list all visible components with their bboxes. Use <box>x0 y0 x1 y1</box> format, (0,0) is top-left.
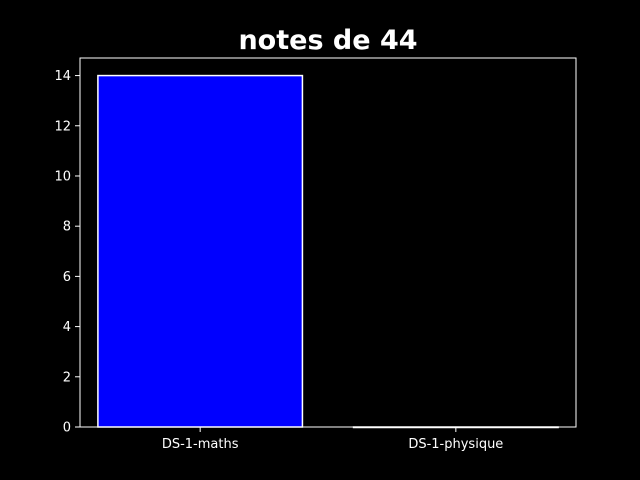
x-axis: DS-1-maths DS-1-physique <box>162 427 503 452</box>
x-tick-label: DS-1-maths <box>162 437 239 452</box>
y-tick-label: 12 <box>54 119 71 134</box>
x-tick-label: DS-1-physique <box>408 437 503 452</box>
bar-DS-1-maths <box>97 74 304 428</box>
y-tick-label: 14 <box>54 69 71 84</box>
y-tick-label: 6 <box>63 270 71 285</box>
plot-frame <box>79 57 577 428</box>
y-tick-label: 0 <box>63 421 71 436</box>
chart-title: notes de 44 <box>238 25 417 56</box>
y-tick-label: 4 <box>63 320 71 335</box>
y-tick-label: 2 <box>63 370 71 385</box>
y-tick-label: 10 <box>54 169 71 184</box>
y-axis: 0 2 4 6 8 10 12 14 <box>54 69 80 436</box>
y-tick-label: 8 <box>63 220 71 235</box>
